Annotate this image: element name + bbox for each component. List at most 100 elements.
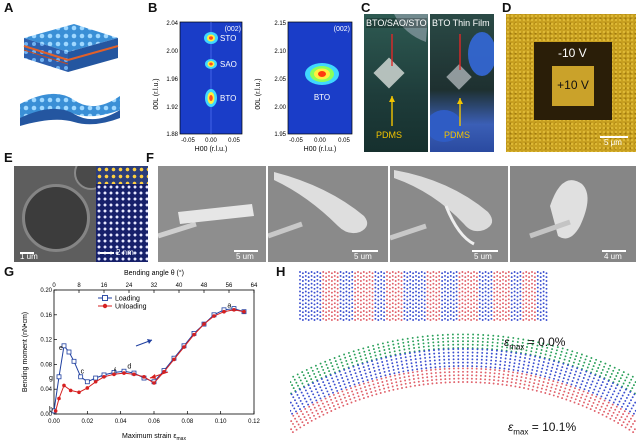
atom: [536, 366, 539, 369]
atom: [464, 307, 467, 310]
atom: [325, 307, 328, 310]
haadf-scale-text: 2 nm: [116, 248, 134, 257]
atom: [382, 367, 385, 370]
atom: [542, 274, 545, 277]
atom: [625, 376, 628, 379]
atom: [532, 365, 534, 368]
atom: [517, 337, 520, 340]
atom: [484, 313, 487, 316]
atom: [299, 379, 302, 382]
atom: [408, 378, 411, 381]
atom: [522, 295, 525, 298]
atom: [539, 303, 542, 306]
annotation-b: b: [49, 407, 53, 414]
atom: [313, 372, 316, 375]
atom: [522, 291, 525, 294]
atom: [292, 396, 295, 399]
atom: [446, 315, 449, 318]
atom: [325, 303, 328, 306]
atom: [433, 359, 436, 362]
atom: [423, 276, 426, 279]
atom: [359, 287, 362, 290]
atom: [416, 336, 419, 339]
unloading-point: [93, 379, 98, 384]
atom: [533, 295, 536, 298]
atom: [586, 381, 588, 384]
atom: [510, 319, 513, 321]
atom: [487, 283, 490, 286]
atom: [573, 401, 576, 404]
atom: [606, 383, 609, 386]
atom: [444, 298, 446, 301]
atom: [427, 338, 429, 341]
atom: [348, 355, 351, 358]
atom: [606, 394, 609, 397]
atom: [331, 365, 334, 368]
atom: [310, 378, 313, 381]
atom: [388, 283, 391, 286]
atom: [368, 317, 371, 320]
atom: [363, 350, 366, 353]
atom: [475, 303, 478, 306]
unloading-point: [142, 375, 146, 379]
atom: [449, 274, 452, 277]
atom: [409, 274, 412, 277]
atom: [533, 299, 536, 302]
atom: [507, 368, 510, 371]
atom: [307, 299, 310, 302]
atom: [319, 362, 322, 365]
atom: [317, 394, 320, 397]
atom: [420, 298, 423, 301]
atom: [524, 353, 527, 356]
strain-bottom-symbol: ε: [508, 420, 514, 434]
atom: [447, 348, 450, 351]
atom: [485, 362, 488, 365]
atom: [371, 363, 374, 366]
atom: [525, 310, 528, 312]
atom: [429, 295, 432, 298]
atom: [466, 358, 469, 361]
atom: [467, 286, 470, 289]
atom: [299, 298, 301, 301]
atom: [578, 399, 581, 402]
atom: [328, 274, 330, 277]
atom: [592, 377, 595, 380]
y-tick-label: 0.16: [40, 313, 52, 319]
atom: [435, 280, 438, 282]
unloading-point: [232, 308, 236, 312]
atom: [596, 393, 599, 396]
atom: [409, 271, 412, 273]
atom: [299, 286, 301, 289]
atom: [357, 294, 359, 297]
atom: [381, 361, 384, 363]
atom: [382, 364, 384, 367]
atom: [432, 302, 435, 305]
atom: [406, 295, 409, 298]
atom: [386, 274, 388, 277]
atom: [368, 286, 371, 289]
atom: [449, 313, 452, 316]
atom: [499, 291, 502, 294]
atom: [593, 362, 596, 364]
atom: [377, 319, 380, 321]
atom: [325, 299, 328, 302]
atom: [540, 370, 543, 373]
atom: [342, 291, 345, 294]
atom: [473, 286, 475, 289]
atom: [446, 311, 449, 314]
atom: [458, 315, 461, 318]
atom: [603, 365, 606, 368]
atom: [467, 302, 470, 305]
strain-bottom-value: = 10.1%: [528, 420, 577, 434]
atom: [420, 271, 423, 273]
atom: [381, 381, 384, 383]
atom: [479, 381, 482, 384]
atom: [613, 390, 616, 393]
atom: [301, 307, 304, 310]
atom: [531, 290, 533, 293]
atom: [415, 290, 417, 293]
atom: [510, 272, 513, 275]
atom: [480, 371, 483, 374]
atom: [316, 271, 319, 273]
atom: [409, 306, 412, 309]
